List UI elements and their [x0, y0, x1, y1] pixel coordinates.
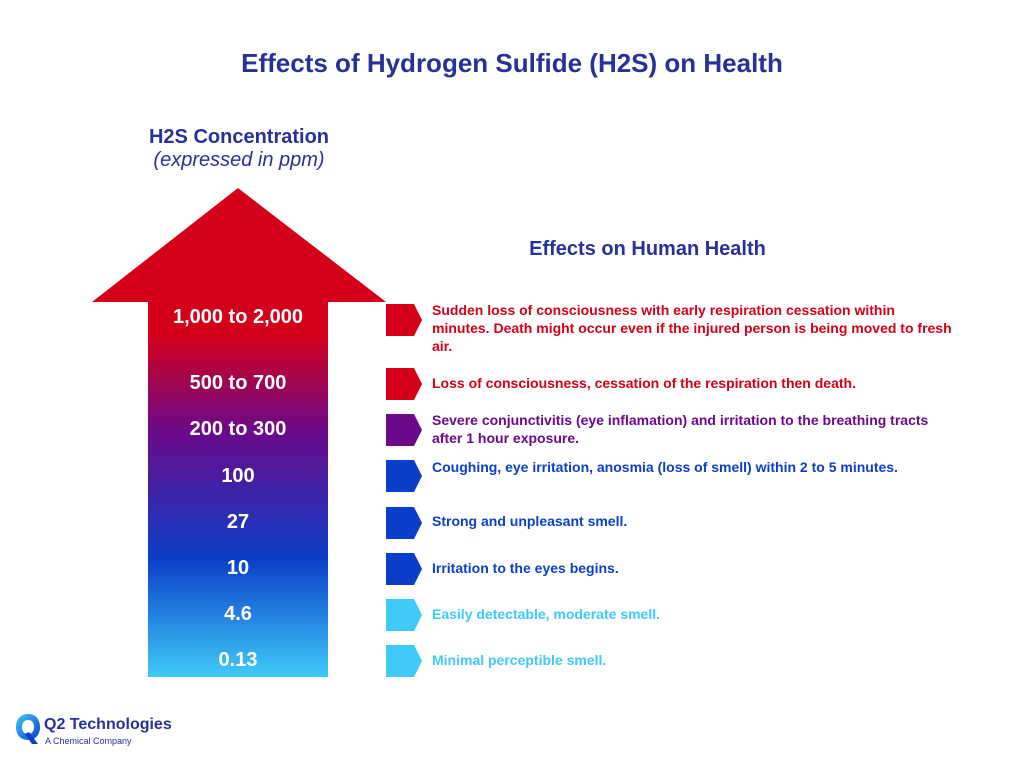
concentration-label: 1,000 to 2,000: [172, 306, 304, 328]
logo-tagline: A Chemical Company: [45, 736, 132, 746]
concentration-label: 10: [226, 557, 250, 579]
effect-marker-icon: [386, 553, 422, 585]
effect-marker-icon: [386, 368, 422, 400]
logo-name: Q2 Technologies: [44, 716, 172, 733]
effect-description: Severe conjunctivitis (eye inflamation) …: [432, 412, 929, 446]
effect-marker-icon: [386, 599, 422, 631]
concentration-label: 27: [226, 511, 250, 533]
effect-marker-icon: [386, 304, 422, 336]
concentration-label: 200 to 300: [189, 418, 287, 440]
arrow-shape: [92, 188, 386, 677]
effect-description: Loss of consciousness, cessation of the …: [432, 375, 856, 391]
effect-marker-icon: [386, 460, 422, 492]
effect-marker-icon: [386, 414, 422, 446]
effect-marker-icon: [386, 507, 422, 539]
effect-description: Minimal perceptible smell.: [432, 652, 607, 668]
concentration-label: 4.6: [224, 603, 252, 625]
effect-description: Easily detectable, moderate smell.: [432, 606, 660, 622]
page-title: Effects of Hydrogen Sulfide (H2S) on Hea…: [241, 48, 783, 78]
effect-description: Irritation to the eyes begins.: [432, 560, 619, 576]
effect-description: Coughing, eye irritation, anosmia (loss …: [432, 459, 898, 475]
effect-description: Sudden loss of consciousness with early …: [432, 302, 952, 354]
concentration-subheading: (expressed in ppm): [153, 149, 325, 171]
effect-marker-icon: [386, 645, 422, 677]
concentration-label: 500 to 700: [189, 372, 287, 394]
effects-heading: Effects on Human Health: [529, 238, 766, 260]
concentration-label: 0.13: [218, 649, 258, 671]
concentration-label: 100: [221, 465, 255, 487]
effect-description: Strong and unpleasant smell.: [432, 513, 628, 529]
concentration-heading: H2S Concentration: [148, 126, 330, 148]
q2-logo-icon: [16, 714, 40, 744]
